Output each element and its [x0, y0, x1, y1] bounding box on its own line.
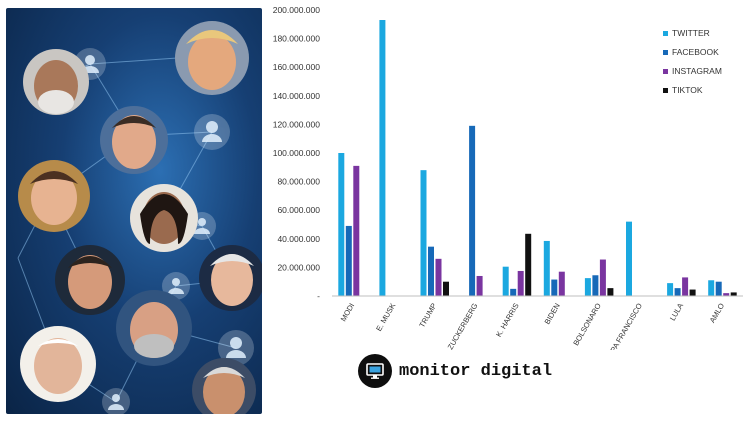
y-axis-ticks: - 20.000.000 40.000.000 60.000.000 80.000.00… [273, 5, 321, 301]
y-tick-label: 140.000.000 [273, 91, 321, 101]
bar-twitter [626, 221, 632, 296]
portraits-collage-image [6, 8, 262, 414]
monitor-icon [358, 354, 392, 388]
bar-twitter [502, 266, 509, 296]
bar-instagram [476, 275, 483, 296]
x-category-label: LULA [668, 302, 685, 323]
chart-legend: TWITTER FACEBOOK INSTAGRAM TIKTOK [663, 28, 722, 95]
x-category-label: TRUMP [417, 302, 438, 330]
x-axis-category-labels: MODI E. MUSK TRUMP M. ZUCKERBERG K. HARRIS BI… [339, 301, 727, 350]
y-tick-label: 20.000.000 [277, 262, 320, 272]
bar-facebook [674, 288, 681, 296]
bar-facebook [345, 225, 352, 296]
legend-swatch [663, 88, 668, 93]
bar-instagram [435, 258, 442, 296]
y-tick-label: 60.000.000 [277, 205, 320, 215]
social-followers-chart: - 20.000.000 40.000.000 60.000.000 80.000.00… [273, 5, 743, 350]
bar-twitter [379, 20, 386, 296]
legend-swatch [663, 31, 668, 36]
bar-facebook [551, 279, 558, 296]
bar-facebook [428, 246, 434, 296]
bar-twitter [420, 170, 427, 296]
x-category-label: M. ZUCKERBERG [441, 301, 480, 350]
bar-instagram [517, 270, 524, 296]
y-tick-label: 40.000.000 [277, 234, 320, 244]
portrait-faces [18, 21, 262, 414]
bar-instagram [599, 259, 606, 296]
legend-swatch [663, 69, 668, 74]
legend-label: INSTAGRAM [672, 66, 722, 76]
brand-footer: monitor digital [358, 353, 552, 389]
legend-label: TIKTOK [672, 85, 703, 95]
bar-instagram [558, 271, 565, 296]
x-category-label: BIDEN [543, 302, 562, 326]
bar-tiktok [443, 281, 449, 296]
bar-tiktok [730, 292, 737, 296]
legend-label: FACEBOOK [672, 47, 719, 57]
brand-name: monitor digital [399, 361, 553, 381]
y-tick-label: 80.000.000 [277, 177, 320, 187]
bar-instagram [353, 165, 360, 296]
bar-facebook [715, 281, 722, 296]
legend-swatch [663, 50, 668, 55]
y-tick-label: - [317, 291, 320, 301]
x-category-label: AMLO [708, 301, 727, 324]
y-tick-label: 160.000.000 [273, 62, 321, 72]
bar-facebook [510, 288, 517, 296]
x-category-label: PAPA FRANCISCO [604, 301, 644, 350]
bar-twitter [543, 240, 550, 296]
bar-tiktok [689, 289, 696, 296]
x-category-label: BOLSONARO [571, 301, 603, 347]
bar-tiktok [607, 288, 614, 296]
y-tick-label: 100.000.000 [273, 148, 321, 158]
bar-instagram [682, 277, 689, 296]
bar-twitter [667, 283, 674, 296]
y-tick-label: 120.000.000 [273, 119, 321, 129]
bar-tiktok [525, 233, 532, 296]
bar-twitter [584, 278, 591, 296]
x-category-label: K. HARRIS [494, 302, 521, 339]
y-tick-label: 200.000.000 [273, 5, 321, 15]
bar-facebook [592, 275, 599, 296]
y-tick-label: 180.000.000 [273, 34, 321, 44]
network-graph-illustration [17, 21, 262, 414]
bar-twitter [338, 153, 345, 296]
bars [338, 20, 737, 296]
bar-facebook [469, 125, 476, 296]
bar-twitter [708, 280, 715, 296]
x-category-label: MODI [339, 302, 357, 323]
bar-instagram [723, 293, 730, 296]
x-category-label: E. MUSK [374, 302, 397, 333]
legend-label: TWITTER [672, 28, 710, 38]
